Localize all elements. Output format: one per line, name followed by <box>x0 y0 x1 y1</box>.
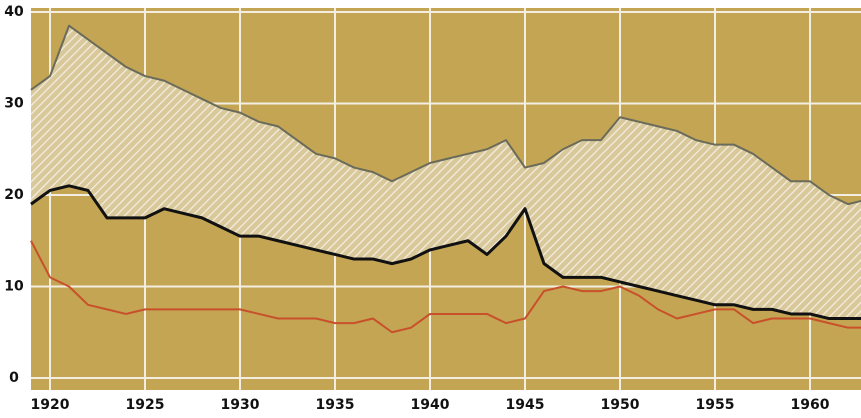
x-tick-label: 1950 <box>601 397 640 413</box>
x-tick-label: 1955 <box>696 397 735 413</box>
line <box>30 240 861 334</box>
x-tick-label: 1935 <box>316 397 355 413</box>
x-tick-label: 1930 <box>221 397 260 413</box>
y-tick-label: 30 <box>4 96 24 112</box>
x-tick-label: 1925 <box>126 397 165 413</box>
x-tick-label: 1960 <box>791 397 830 413</box>
hatched-area <box>31 25 861 319</box>
y-tick-label: 0 <box>9 370 19 386</box>
x-tick-label: 1945 <box>506 397 545 413</box>
y-tick-label: 40 <box>4 4 24 20</box>
x-tick-label: 1940 <box>411 397 450 413</box>
y-tick-label: 10 <box>4 279 24 295</box>
line <box>30 24 861 206</box>
y-tick-label: 20 <box>4 187 24 203</box>
line <box>30 184 861 321</box>
x-tick-label: 1920 <box>31 397 70 413</box>
